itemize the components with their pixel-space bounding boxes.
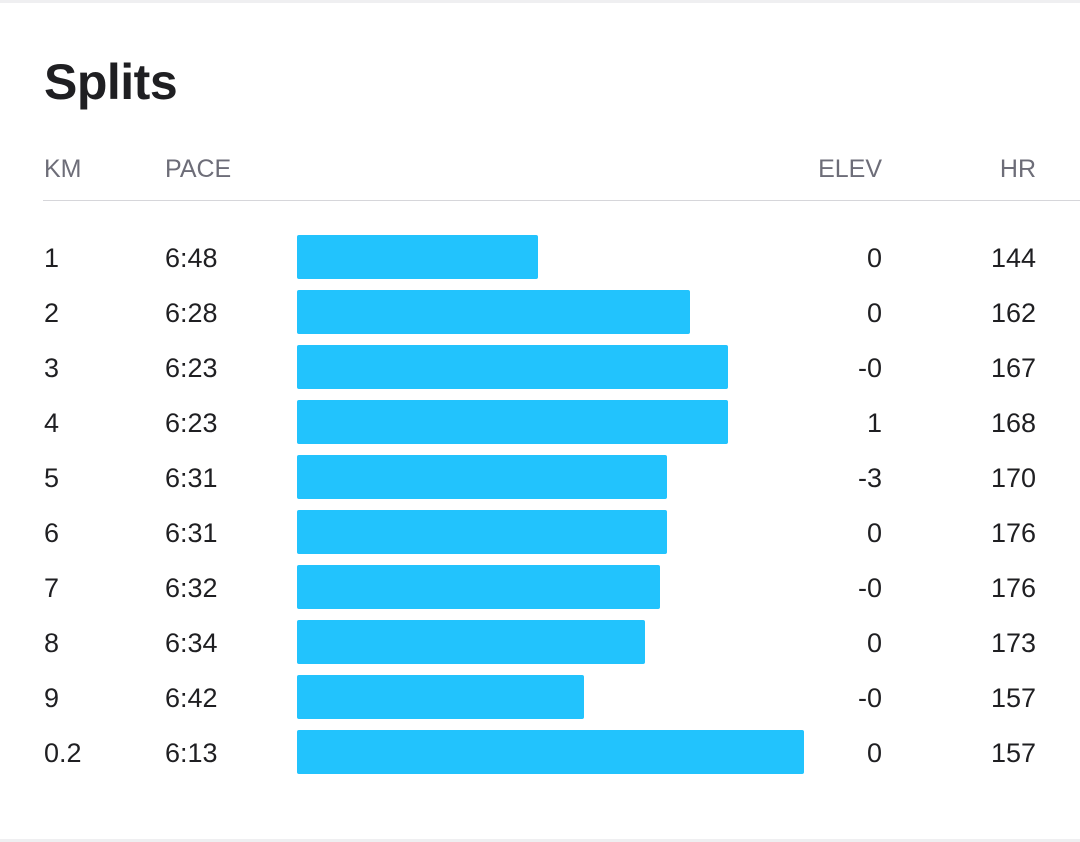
split-row: 4 6:23 1 168 (0, 395, 1080, 450)
split-km: 5 (44, 463, 60, 493)
page-title: Splits (44, 54, 178, 110)
split-km: 9 (44, 683, 60, 713)
split-hr: 167 (990, 353, 1036, 383)
column-header-pace: PACE (165, 155, 232, 183)
split-hr: 176 (990, 573, 1036, 603)
split-row: 3 6:23 -0 167 (0, 340, 1080, 395)
split-km: 4 (44, 408, 60, 438)
split-km: 3 (44, 353, 60, 383)
split-row: 9 6:42 -0 157 (0, 670, 1080, 725)
split-pace: 6:42 (165, 683, 218, 713)
column-header-hr: HR (999, 155, 1036, 183)
split-row: 6 6:31 0 176 (0, 505, 1080, 560)
split-km: 8 (44, 628, 60, 658)
pace-bar (297, 510, 667, 554)
split-hr: 157 (990, 738, 1036, 768)
split-km: 7 (44, 573, 60, 603)
split-elev: 0 (866, 738, 882, 768)
split-hr: 173 (990, 628, 1036, 658)
split-hr: 168 (990, 408, 1036, 438)
split-pace: 6:34 (165, 628, 218, 658)
split-pace: 6:31 (165, 518, 218, 548)
split-elev: -0 (857, 353, 882, 383)
split-km: 6 (44, 518, 60, 548)
split-row: 8 6:34 0 173 (0, 615, 1080, 670)
split-row: 1 6:48 0 144 (0, 230, 1080, 285)
split-row: 0.2 6:13 0 157 (0, 725, 1080, 780)
split-pace: 6:48 (165, 243, 218, 273)
pace-bar (297, 235, 538, 279)
column-header-km: KM (44, 155, 82, 183)
pace-bar (297, 290, 690, 334)
split-elev: 0 (866, 628, 882, 658)
split-hr: 176 (990, 518, 1036, 548)
split-pace: 6:23 (165, 408, 218, 438)
header-divider (43, 200, 1080, 201)
split-elev: 1 (866, 408, 882, 438)
split-hr: 162 (990, 298, 1036, 328)
split-pace: 6:23 (165, 353, 218, 383)
pace-bar (297, 730, 804, 774)
split-km: 1 (44, 243, 60, 273)
top-separator (0, 0, 1080, 3)
pace-bar (297, 400, 728, 444)
split-row: 5 6:31 -3 170 (0, 450, 1080, 505)
splits-table: 1 6:48 0 144 2 6:28 0 162 3 6:23 -0 167 4 6:23 1 168 5 6:… (0, 230, 1080, 780)
split-km: 2 (44, 298, 60, 328)
split-elev: -0 (857, 573, 882, 603)
pace-bar (297, 620, 645, 664)
split-km: 0.2 (44, 738, 82, 768)
bottom-separator (0, 839, 1080, 842)
split-row: 2 6:28 0 162 (0, 285, 1080, 340)
split-elev: 0 (866, 243, 882, 273)
split-elev: 0 (866, 518, 882, 548)
split-pace: 6:28 (165, 298, 218, 328)
split-pace: 6:13 (165, 738, 218, 768)
split-pace: 6:31 (165, 463, 218, 493)
column-header-elev: ELEV (818, 155, 882, 183)
pace-bar (297, 455, 667, 499)
split-hr: 144 (990, 243, 1036, 273)
split-elev: -0 (857, 683, 882, 713)
split-hr: 170 (990, 463, 1036, 493)
pace-bar (297, 565, 660, 609)
split-pace: 6:32 (165, 573, 218, 603)
split-hr: 157 (990, 683, 1036, 713)
pace-bar (297, 345, 728, 389)
split-elev: 0 (866, 298, 882, 328)
pace-bar (297, 675, 584, 719)
split-elev: -3 (857, 463, 882, 493)
split-row: 7 6:32 -0 176 (0, 560, 1080, 615)
